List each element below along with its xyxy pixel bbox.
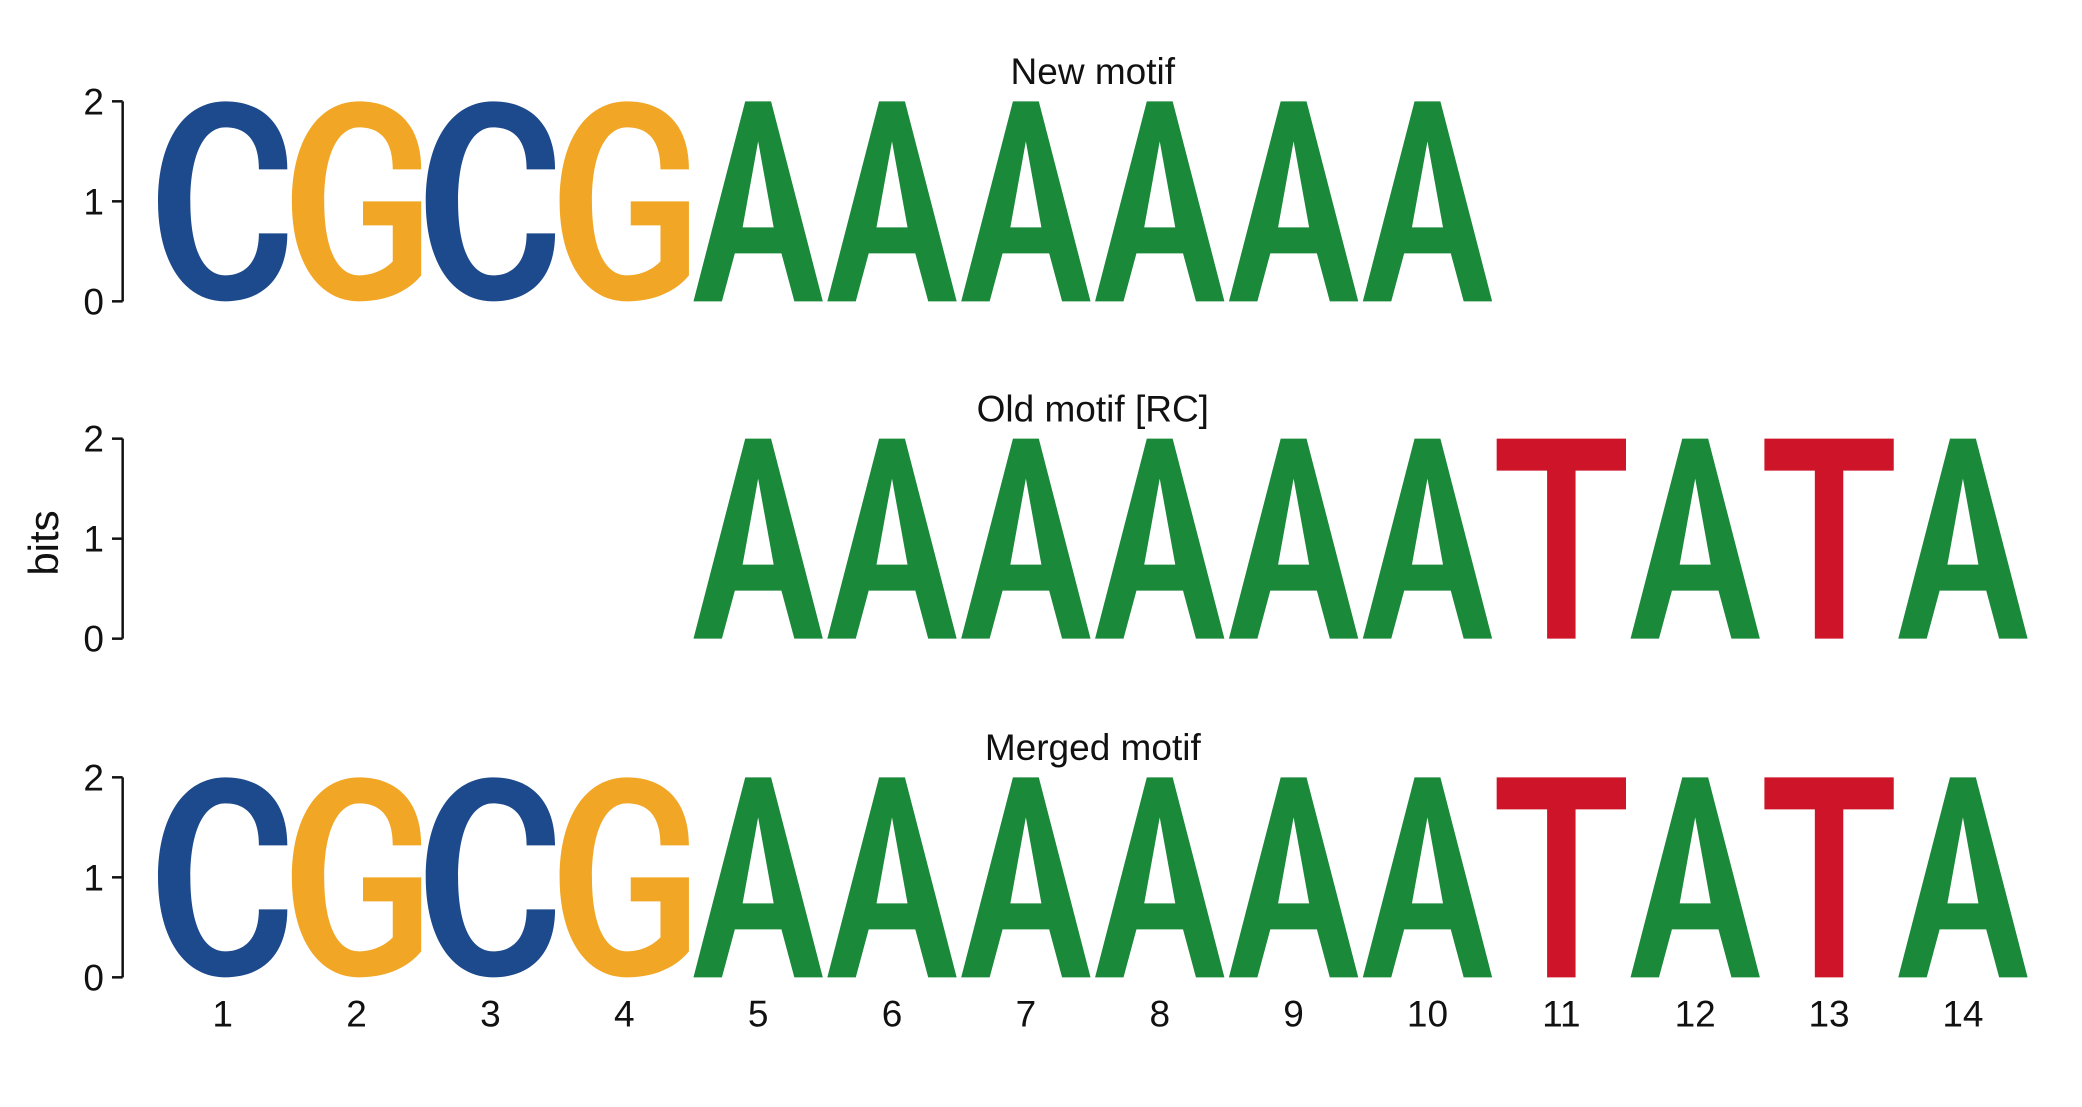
x-tick-label: 8 <box>1149 994 1170 1035</box>
logo-letter-a <box>1362 777 1493 978</box>
logo-letter-a <box>961 438 1091 639</box>
logo-letter-c <box>425 777 556 978</box>
y-axis-label: bits <box>20 510 67 575</box>
logo-letter-a <box>1228 438 1359 639</box>
logo-letter-a <box>1362 101 1493 302</box>
logo-letter-c <box>425 101 556 302</box>
logo-letter-a <box>1095 777 1225 978</box>
logo-panel: Merged motif 0 1 2 <box>83 727 2028 998</box>
y-tick-label: 2 <box>83 81 104 122</box>
logo-letter-a <box>1228 777 1359 978</box>
logo-letter-a <box>827 777 957 978</box>
logo-letter-a <box>1095 101 1225 302</box>
logo-letter-t <box>1764 777 1894 978</box>
logo-letter-g <box>559 101 689 302</box>
y-tick-label: 1 <box>83 519 104 560</box>
x-axis: 1 2 3 4 5 6 7 8 9 10 11 12 13 14 <box>212 994 1983 1035</box>
logo-letter-t <box>1764 438 1894 639</box>
logo-letter-a <box>961 101 1091 302</box>
logo-panel: Old motif [RC] 0 1 2 <box>83 388 2028 660</box>
logo-letter-a <box>1228 101 1359 302</box>
logo-letter-g <box>559 777 689 978</box>
x-tick-label: 7 <box>1016 994 1037 1035</box>
y-tick-label: 0 <box>83 281 104 322</box>
y-tick-label: 1 <box>83 181 104 222</box>
x-tick-label: 11 <box>1542 994 1580 1035</box>
panel-title: New motif <box>1011 51 1176 92</box>
logo-letter-a <box>1898 777 2028 978</box>
logo-letter-a <box>1362 438 1493 639</box>
x-tick-label: 6 <box>882 994 903 1035</box>
logo-letter-g <box>291 101 422 302</box>
x-tick-label: 13 <box>1808 994 1849 1035</box>
y-tick-label: 1 <box>83 857 104 898</box>
x-tick-label: 2 <box>346 994 367 1035</box>
logo-letter-a <box>693 777 823 978</box>
logo-letter-c <box>158 101 288 302</box>
panel-title: Old motif [RC] <box>977 388 1209 429</box>
y-tick-label: 2 <box>83 757 104 798</box>
logo-letter-a <box>961 777 1091 978</box>
x-tick-label: 9 <box>1283 994 1304 1035</box>
logo-letter-a <box>827 101 957 302</box>
logo-letter-c <box>158 777 288 978</box>
logo-letter-a <box>693 101 823 302</box>
logo-letter-a <box>1095 438 1225 639</box>
logo-letter-a <box>1898 438 2028 639</box>
logo-letter-a <box>693 438 823 639</box>
logo-letter-g <box>291 777 422 978</box>
y-tick-label: 0 <box>83 619 104 660</box>
x-tick-label: 14 <box>1942 994 1983 1035</box>
x-tick-label: 5 <box>748 994 769 1035</box>
x-tick-label: 3 <box>480 994 501 1035</box>
x-tick-label: 4 <box>614 994 635 1035</box>
panel-title: Merged motif <box>985 727 1202 768</box>
logo-letter-t <box>1496 438 1626 639</box>
logo-letter-a <box>1630 438 1760 639</box>
logo-letter-a <box>1630 777 1760 978</box>
x-tick-label: 1 <box>212 994 233 1035</box>
logo-letter-t <box>1496 777 1626 978</box>
logo-letter-a <box>827 438 957 639</box>
y-tick-label: 0 <box>83 957 104 998</box>
x-tick-label: 12 <box>1675 994 1716 1035</box>
logo-panel: New motif 0 1 2 <box>83 51 1493 322</box>
x-tick-label: 10 <box>1407 994 1448 1035</box>
y-tick-label: 2 <box>83 419 104 460</box>
